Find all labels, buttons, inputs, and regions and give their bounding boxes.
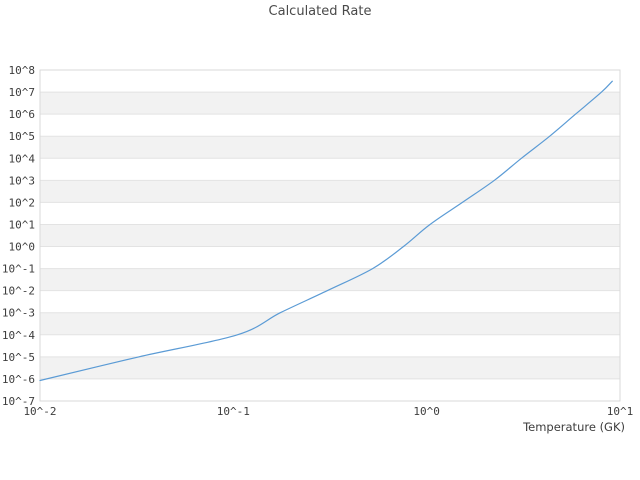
y-tick-label: 10^0	[9, 241, 36, 254]
x-tick-label: 10^-1	[217, 405, 250, 418]
y-tick-label: 10^6	[9, 108, 36, 121]
x-tick-label: 10^0	[413, 405, 440, 418]
y-tick-label: 10^4	[9, 152, 36, 165]
y-tick-label: 10^2	[9, 196, 36, 209]
y-tick-label: 10^-5	[2, 351, 35, 364]
decade-band	[40, 180, 620, 203]
decade-band	[40, 136, 620, 159]
y-tick-label: 10^8	[9, 64, 36, 77]
decade-band	[40, 312, 620, 335]
y-tick-label: 10^1	[9, 218, 36, 231]
decade-band	[40, 92, 620, 115]
rate-curve	[39, 80, 613, 382]
decade-band	[40, 268, 620, 291]
decade-band	[40, 224, 620, 247]
y-tick-label: 10^7	[9, 86, 36, 99]
x-tick-label: 10^-2	[23, 405, 56, 418]
y-tick-label: 10^3	[9, 174, 36, 187]
y-tick-label: 10^-2	[2, 285, 35, 298]
x-axis-title: Temperature (GK)	[523, 420, 625, 434]
y-tick-label: 10^5	[9, 130, 36, 143]
y-tick-label: 10^-7	[2, 395, 35, 408]
y-tick-label: 10^-4	[2, 329, 35, 342]
y-tick-label: 10^-3	[2, 307, 35, 320]
y-tick-label: 10^-6	[2, 373, 35, 386]
chart-title: Calculated Rate	[268, 4, 372, 19]
y-tick-label: 10^-1	[2, 263, 35, 276]
x-tick-label: 10^1	[607, 405, 634, 418]
decade-band	[40, 356, 620, 379]
plot-border	[39, 69, 621, 402]
